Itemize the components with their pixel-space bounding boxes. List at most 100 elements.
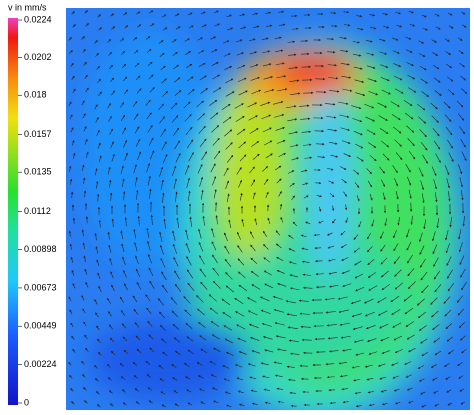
arrow bbox=[161, 338, 167, 344]
arrow bbox=[124, 25, 129, 29]
arrow bbox=[183, 363, 190, 367]
arrow bbox=[223, 167, 229, 177]
arrow bbox=[456, 295, 463, 303]
arrow bbox=[136, 189, 139, 200]
arrow bbox=[147, 125, 153, 133]
arrow bbox=[213, 189, 217, 199]
arrow bbox=[202, 215, 205, 226]
arrow bbox=[418, 232, 423, 242]
arrow bbox=[405, 163, 411, 173]
arrow bbox=[339, 114, 350, 118]
arrow bbox=[225, 78, 234, 84]
arrow bbox=[171, 364, 177, 368]
arrow bbox=[459, 62, 465, 68]
arrow bbox=[249, 376, 257, 380]
arrow bbox=[148, 334, 154, 340]
arrow bbox=[277, 400, 284, 404]
arrow bbox=[446, 178, 450, 189]
arrow bbox=[276, 387, 284, 390]
arrow bbox=[149, 150, 155, 160]
arrow bbox=[358, 221, 362, 228]
arrow bbox=[70, 322, 74, 328]
arrow bbox=[119, 296, 124, 303]
arrow bbox=[380, 244, 386, 252]
arrow bbox=[405, 321, 415, 327]
arrow bbox=[149, 347, 155, 353]
arrow bbox=[186, 76, 194, 82]
arrow bbox=[161, 271, 167, 281]
arrow bbox=[225, 180, 229, 190]
arrow bbox=[107, 363, 111, 368]
arrow bbox=[197, 164, 203, 174]
arrow bbox=[340, 244, 347, 248]
arrow bbox=[416, 298, 425, 306]
arrow bbox=[237, 77, 247, 83]
arrow bbox=[301, 130, 312, 133]
arrow bbox=[353, 130, 363, 136]
arrow bbox=[69, 309, 73, 315]
arrow bbox=[275, 230, 281, 236]
arrow bbox=[394, 282, 403, 290]
arrow bbox=[96, 404, 101, 408]
arrow bbox=[378, 310, 388, 316]
arrow bbox=[405, 374, 412, 378]
arrow bbox=[213, 400, 219, 404]
arrow bbox=[417, 103, 426, 111]
arrow bbox=[211, 62, 219, 66]
arrow bbox=[85, 281, 89, 288]
arrow bbox=[121, 51, 126, 55]
arrow bbox=[109, 179, 112, 188]
arrow bbox=[394, 269, 402, 277]
arrow bbox=[174, 283, 182, 292]
arrow bbox=[120, 230, 123, 240]
arrow bbox=[351, 105, 362, 110]
arrow bbox=[367, 338, 377, 343]
arrow bbox=[119, 102, 125, 108]
arrow bbox=[288, 378, 296, 382]
arrow bbox=[433, 270, 441, 280]
arrow bbox=[367, 180, 373, 188]
arrow bbox=[355, 352, 365, 356]
arrow bbox=[147, 321, 153, 327]
arrow bbox=[394, 75, 403, 81]
colorbar-tick-label: 0.00898 bbox=[24, 244, 57, 254]
arrow bbox=[421, 14, 427, 18]
arrow bbox=[430, 297, 438, 305]
arrow bbox=[330, 154, 339, 158]
arrow bbox=[449, 217, 452, 228]
arrow bbox=[379, 128, 389, 135]
arrow bbox=[183, 296, 191, 304]
arrow bbox=[82, 164, 85, 171]
arrow bbox=[212, 254, 218, 264]
arrow bbox=[420, 391, 426, 395]
arrow bbox=[83, 177, 86, 185]
arrow bbox=[446, 63, 453, 69]
arrow bbox=[377, 363, 386, 367]
arrow bbox=[445, 323, 453, 330]
arrow bbox=[83, 387, 87, 391]
arrow bbox=[458, 229, 462, 240]
arrow bbox=[198, 62, 206, 68]
arrow bbox=[146, 112, 152, 120]
arrow bbox=[381, 403, 388, 406]
arrow bbox=[172, 230, 176, 241]
arrow bbox=[68, 361, 72, 366]
arrow bbox=[459, 177, 463, 188]
arrow bbox=[186, 256, 192, 266]
arrow bbox=[224, 258, 232, 267]
arrow bbox=[147, 175, 151, 186]
arrow bbox=[170, 297, 178, 305]
arrow bbox=[174, 270, 180, 280]
arrow bbox=[196, 362, 203, 366]
arrow bbox=[147, 240, 151, 251]
arrow bbox=[446, 256, 452, 267]
arrow bbox=[286, 365, 295, 368]
arrow bbox=[252, 12, 259, 15]
arrow bbox=[196, 100, 204, 108]
arrow bbox=[264, 88, 275, 93]
arrow bbox=[380, 64, 389, 68]
arrow bbox=[305, 221, 311, 225]
arrow bbox=[343, 10, 350, 14]
arrow bbox=[81, 360, 85, 365]
